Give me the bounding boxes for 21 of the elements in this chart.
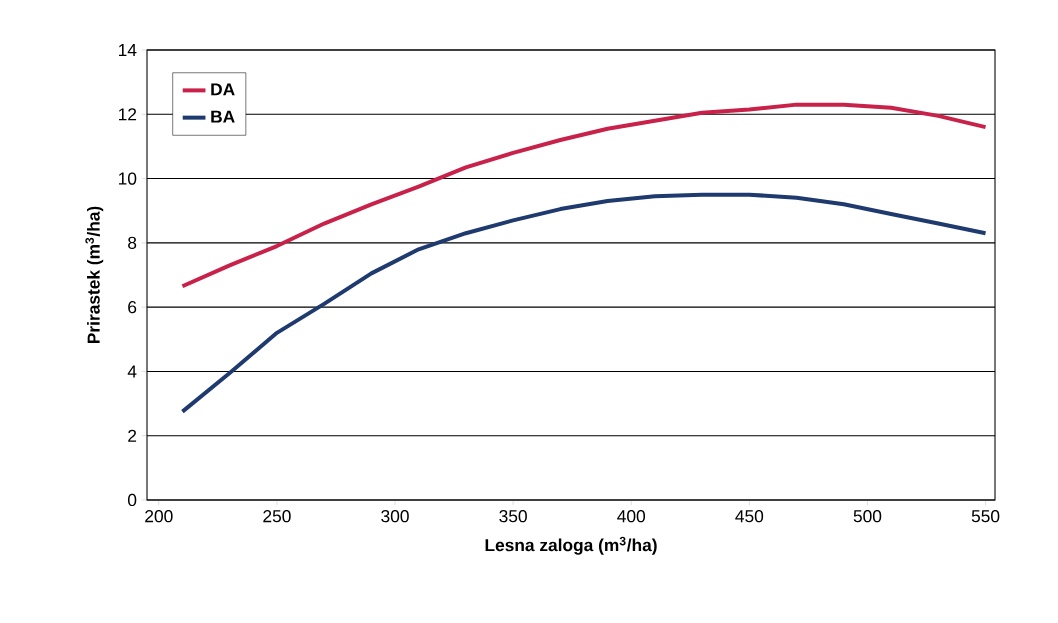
legend-label: BA <box>211 110 235 123</box>
x-tick-label: 550 <box>971 510 1000 523</box>
x-tick-label: 400 <box>617 510 646 523</box>
y-tick-label: 0 <box>127 493 137 507</box>
y-tick-label: 6 <box>128 300 137 314</box>
line-series <box>180 192 988 414</box>
y-tick-label: 14 <box>119 44 137 56</box>
x-tick-label: 300 <box>381 510 409 523</box>
x-tick-label: 350 <box>499 510 527 523</box>
y-tick-label: 8 <box>128 236 137 249</box>
x-tick-label: 200 <box>145 510 173 523</box>
x-tick-label: 450 <box>735 510 764 523</box>
x-axis-title: Lesna zaloga (m$^{3}$/ha) <box>485 536 657 555</box>
x-tick-label: 500 <box>853 510 882 523</box>
y-tick-label: 4 <box>127 365 137 378</box>
y-tick-label: 12 <box>119 108 137 121</box>
y-tick-label: 10 <box>119 172 137 185</box>
y-axis-title: Prirastek (m$^{3}$/ha) <box>85 206 104 344</box>
y-tick-label: 2 <box>128 429 137 442</box>
legend-label: DA <box>211 83 235 96</box>
x-tick-label: 250 <box>263 510 291 523</box>
